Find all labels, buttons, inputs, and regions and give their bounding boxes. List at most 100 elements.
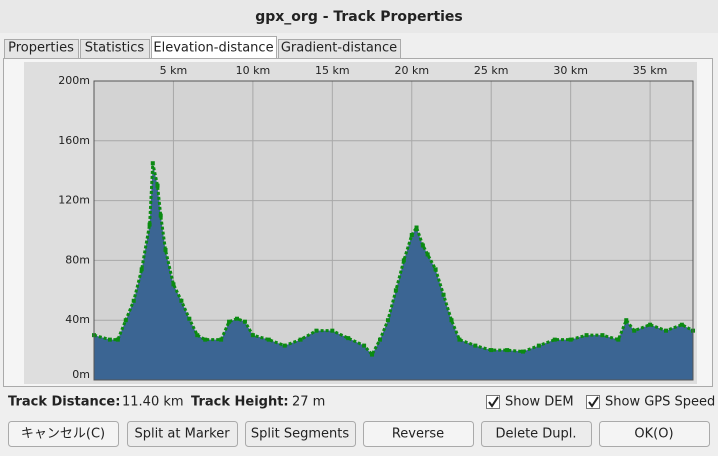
dem-point [409, 232, 414, 237]
checkbox-label: Show DEM [505, 395, 574, 410]
dem-point [155, 183, 160, 188]
dem-point [219, 337, 224, 342]
dem-point [489, 348, 494, 353]
dem-point [520, 349, 525, 354]
dem-point [227, 319, 232, 324]
dem-point [346, 336, 351, 341]
checkbox-label: Show GPS Speed [605, 395, 715, 410]
tab[interactable] [151, 36, 277, 59]
dem-point [370, 352, 375, 357]
dem-point [616, 337, 621, 342]
dem-point [449, 318, 454, 323]
button-label: キャンセル(C) [21, 427, 105, 442]
dem-point [600, 333, 605, 338]
dem-point [385, 318, 390, 323]
y-tick-label: 0m [72, 368, 90, 381]
y-tick-label: 80m [65, 253, 90, 266]
tab-label: Gradient-distance [281, 41, 397, 56]
button[interactable] [8, 421, 119, 447]
x-tick-label: 5 km [160, 64, 188, 77]
tab[interactable] [278, 39, 401, 59]
dem-point [663, 328, 668, 333]
dem-point [171, 282, 176, 287]
x-tick-label: 20 km [394, 64, 429, 77]
dem-point [115, 337, 120, 342]
x-tick-label: 35 km [633, 64, 668, 77]
dem-point [401, 258, 406, 263]
dem-point [377, 337, 382, 342]
y-tick-label: 40m [65, 313, 90, 326]
elevation-area [94, 163, 693, 380]
button-label: Split Segments [251, 427, 349, 442]
height-label: Track Height: [191, 395, 289, 410]
dem-point [473, 343, 478, 348]
dem-point [282, 343, 287, 348]
dem-point [298, 337, 303, 342]
height-value: 27 m [292, 395, 325, 410]
button[interactable] [363, 421, 474, 447]
tab-label: Properties [8, 41, 74, 56]
dem-point [179, 298, 184, 303]
checkmark [588, 396, 599, 408]
x-tick-label: 30 km [553, 64, 588, 77]
button-label: Delete Dupl. [495, 427, 576, 442]
dem-point [139, 267, 144, 272]
dem-point [536, 343, 541, 348]
button [245, 421, 356, 447]
y-tick-label: 120m [58, 194, 90, 207]
title-bar [0, 0, 718, 33]
dem-point [552, 337, 557, 342]
dem-point [632, 328, 637, 333]
y-tick-label: 200m [58, 74, 90, 87]
dem-point [505, 348, 510, 353]
button[interactable] [599, 421, 710, 447]
distance-value: 11.40 km [122, 395, 184, 410]
dem-point [568, 337, 573, 342]
dem-point [393, 288, 398, 293]
dem-point [433, 267, 438, 272]
dem-point [624, 318, 629, 323]
dem-point [414, 225, 419, 230]
dem-point [131, 298, 136, 303]
dem-point [314, 328, 319, 333]
dem-point [107, 337, 112, 342]
dem-point [420, 243, 425, 248]
x-tick-label: 10 km [236, 64, 271, 77]
dem-point [584, 333, 589, 338]
dem-point [234, 316, 239, 321]
plot-frame [93, 80, 694, 381]
button [481, 421, 592, 447]
tab[interactable] [4, 39, 79, 59]
dem-point [362, 343, 367, 348]
button [127, 421, 238, 447]
tab-label: Elevation-distance [153, 41, 273, 56]
dem-point [163, 247, 168, 252]
dem-point [147, 222, 152, 227]
dem-point [679, 322, 684, 327]
y-tick-label: 160m [58, 134, 90, 147]
dem-point [250, 333, 255, 338]
dem-point [441, 292, 446, 297]
dem-point [123, 318, 128, 323]
dem-point [195, 333, 200, 338]
dem-point [457, 337, 462, 342]
dem-line [93, 162, 694, 358]
dem-point [203, 337, 208, 342]
button-label: Split at Marker [134, 427, 230, 442]
dem-point [242, 319, 247, 324]
button-label: OK(O) [634, 427, 673, 442]
dem-point [158, 213, 163, 218]
window-title: gpx_org - Track Properties [255, 9, 463, 25]
tab[interactable] [80, 39, 150, 59]
dem-point [425, 252, 430, 257]
dem-point [150, 161, 155, 166]
dem-point [330, 328, 335, 333]
tab-label: Statistics [85, 41, 145, 56]
x-tick-label: 15 km [315, 64, 350, 77]
dem-point [266, 337, 271, 342]
distance-label: Track Distance: [8, 395, 120, 410]
button-label: Reverse [392, 427, 444, 442]
dem-point [187, 316, 192, 321]
x-tick-label: 25 km [474, 64, 509, 77]
